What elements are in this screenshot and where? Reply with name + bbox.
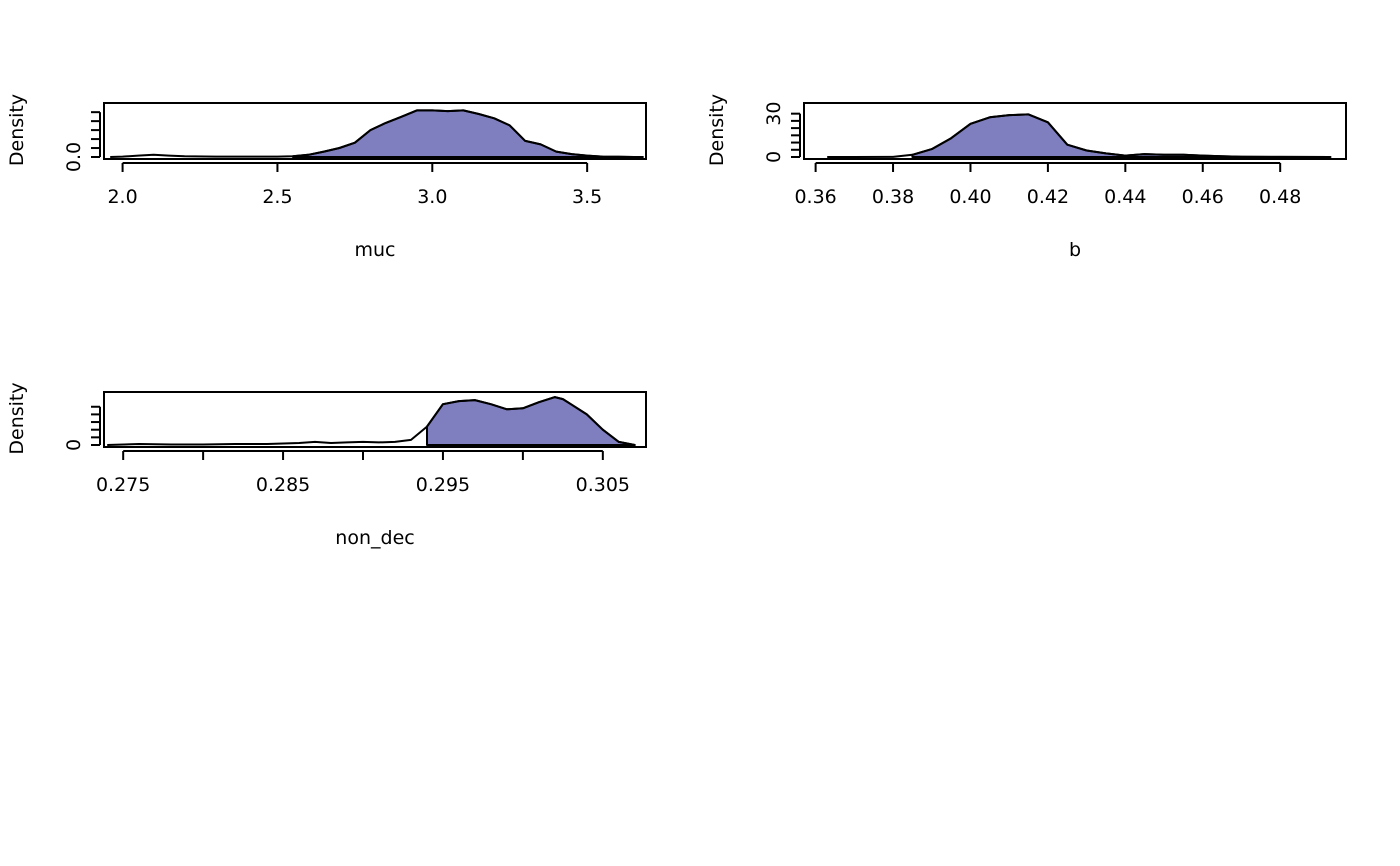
panel-non-dec-x-tick-label: 0.275 <box>96 474 150 496</box>
panel-muc-x-tick-label: 2.0 <box>107 186 137 208</box>
panel-muc-y-tick-label: 0.0 <box>63 142 85 172</box>
panel-b-plot-frame <box>803 102 1347 160</box>
panel-b-x-tick-label: 0.40 <box>949 186 991 208</box>
panel-non-dec: 0.275 0.285 0.295 0.305 0 non_dec Density <box>6 382 647 549</box>
panel-muc-x-tick-label: 2.5 <box>262 186 292 208</box>
panel-non-dec-x-axis-title: non_dec <box>335 527 414 549</box>
panel-non-dec-plot-frame <box>103 391 647 448</box>
panel-muc-x-tick-label: 3.5 <box>572 186 602 208</box>
panel-b-density-line <box>827 113 1331 158</box>
panel-muc-plot-frame <box>103 102 647 160</box>
panel-b-y-tick-label: 0 <box>763 151 785 163</box>
panel-muc-y-axis: 0.0 <box>63 111 101 172</box>
panel-non-dec-density-line <box>107 396 635 446</box>
panel-non-dec-y-tick-label: 0 <box>63 439 85 451</box>
panel-b-y-tick-label: 30 <box>763 102 785 126</box>
panel-b-x-axis: 0.36 0.38 0.40 0.42 0.44 0.46 0.48 <box>794 162 1301 208</box>
panel-muc-y-axis-title: Density <box>6 94 28 166</box>
panel-b-x-tick-label: 0.36 <box>794 186 836 208</box>
panel-muc-x-tick-label: 3.0 <box>417 186 447 208</box>
panel-muc: 2.0 2.5 3.0 3.5 0.0 muc Density <box>6 94 647 261</box>
panel-muc-x-axis: 2.0 2.5 3.0 3.5 <box>107 162 602 208</box>
panel-b-x-axis-title: b <box>1069 239 1081 261</box>
panel-non-dec-y-axis: 0 <box>63 405 101 451</box>
panel-non-dec-y-axis-title: Density <box>6 382 28 454</box>
panel-b-y-axis-title: Density <box>706 94 728 166</box>
panel-b-x-tick-label: 0.46 <box>1182 186 1224 208</box>
panel-non-dec-x-tick-label: 0.295 <box>416 474 470 496</box>
panel-non-dec-x-tick-label: 0.305 <box>576 474 630 496</box>
panel-b-y-axis: 0 30 <box>763 102 801 163</box>
panel-non-dec-x-tick-label: 0.285 <box>256 474 310 496</box>
panel-b-x-tick-label: 0.42 <box>1027 186 1069 208</box>
panel-b: 0.36 0.38 0.40 0.42 0.44 0.46 0.48 0 30 b Densi… <box>706 94 1347 261</box>
panel-non-dec-x-axis: 0.275 0.285 0.295 0.305 <box>96 450 630 496</box>
panel-muc-x-axis-title: muc <box>355 239 396 261</box>
panel-muc-density-line <box>110 109 643 158</box>
panel-b-x-tick-label: 0.44 <box>1104 186 1146 208</box>
panel-b-x-tick-label: 0.48 <box>1259 186 1301 208</box>
panel-b-x-tick-label: 0.38 <box>872 186 914 208</box>
